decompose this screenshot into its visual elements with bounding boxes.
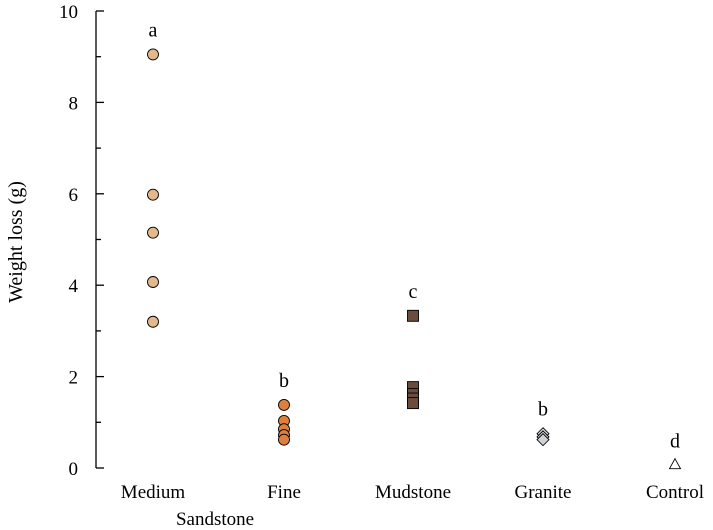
data-point — [147, 226, 159, 239]
data-point — [668, 457, 682, 470]
data-point — [407, 397, 419, 410]
y-ticks: 0 2 4 6 8 10 — [59, 2, 104, 480]
significance-letter: c — [409, 281, 418, 303]
y-tick-label: 8 — [69, 93, 79, 114]
significance-letter: b — [279, 370, 289, 392]
data-point — [407, 309, 419, 322]
data-point — [147, 315, 159, 328]
data-point — [278, 433, 290, 446]
x-category-label: Medium — [121, 482, 186, 503]
data-marks — [147, 48, 682, 470]
x-category-label: Control — [646, 482, 704, 503]
y-tick-label: 6 — [69, 185, 79, 206]
data-point — [147, 276, 159, 288]
data-point — [147, 48, 159, 61]
y-tick-label: 10 — [59, 2, 78, 23]
labels: a Medium b Fine c Mudstone b Granite d Control — [121, 19, 704, 503]
significance-letter: b — [538, 399, 548, 421]
y-tick-label: 2 — [69, 368, 79, 389]
data-point — [278, 398, 290, 411]
y-tick-label: 4 — [69, 276, 79, 297]
y-tick-label: 0 — [69, 459, 79, 480]
sandstone-group-label: Sandstone — [176, 509, 254, 530]
x-category-label: Granite — [515, 482, 572, 503]
significance-letter: a — [149, 19, 158, 41]
y-axis-label: Weight loss (g) — [5, 181, 27, 303]
data-point — [536, 433, 550, 447]
significance-letter: d — [670, 431, 680, 453]
x-category-label: Fine — [267, 482, 301, 503]
data-point — [147, 188, 159, 201]
x-category-label: Mudstone — [375, 482, 451, 503]
